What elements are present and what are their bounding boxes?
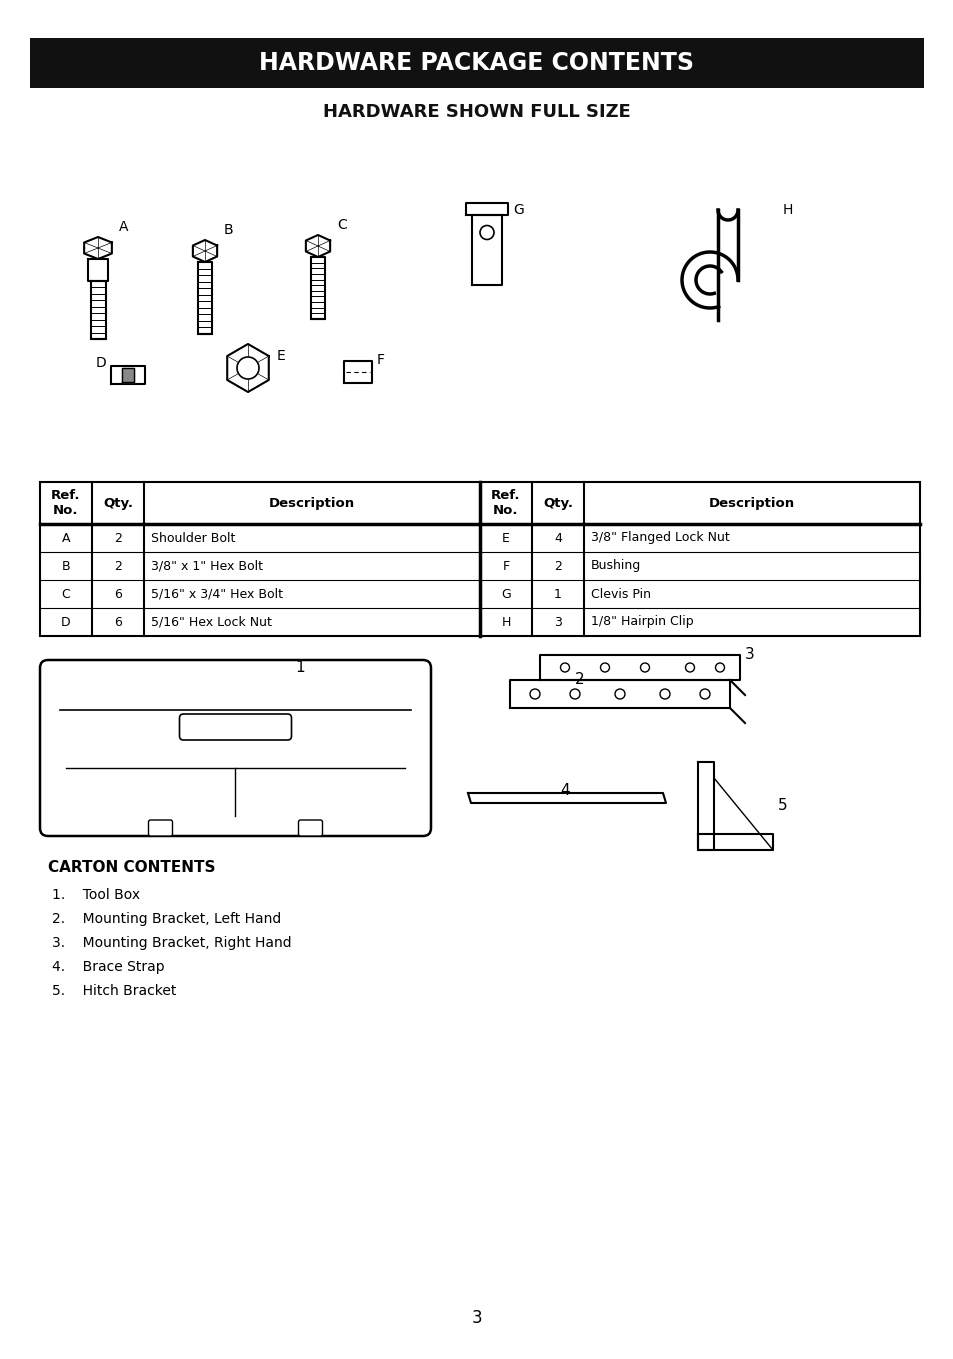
Text: A: A bbox=[62, 531, 71, 545]
Circle shape bbox=[479, 226, 494, 239]
Circle shape bbox=[560, 663, 569, 671]
Text: 5.    Hitch Bracket: 5. Hitch Bracket bbox=[52, 984, 176, 998]
FancyBboxPatch shape bbox=[298, 819, 322, 836]
Bar bbox=[40, 482, 919, 636]
Polygon shape bbox=[121, 368, 134, 382]
Text: E: E bbox=[276, 349, 286, 363]
Polygon shape bbox=[472, 215, 501, 285]
Text: F: F bbox=[376, 353, 385, 367]
Text: 3/8" Flanged Lock Nut: 3/8" Flanged Lock Nut bbox=[590, 531, 729, 545]
Text: F: F bbox=[502, 560, 509, 572]
Bar bbox=[30, 38, 923, 88]
Text: G: G bbox=[500, 587, 511, 601]
Text: B: B bbox=[224, 223, 233, 236]
Text: 5/16" Hex Lock Nut: 5/16" Hex Lock Nut bbox=[151, 616, 272, 628]
Text: 4: 4 bbox=[560, 783, 570, 798]
Text: Description: Description bbox=[269, 496, 355, 510]
Text: 4.    Brace Strap: 4. Brace Strap bbox=[52, 959, 165, 974]
Text: 2: 2 bbox=[114, 531, 122, 545]
Polygon shape bbox=[344, 361, 372, 383]
Polygon shape bbox=[465, 202, 507, 215]
Polygon shape bbox=[468, 794, 665, 803]
Text: Ref.
No.: Ref. No. bbox=[51, 489, 81, 516]
Polygon shape bbox=[311, 257, 325, 319]
Text: 3: 3 bbox=[471, 1309, 482, 1326]
Circle shape bbox=[659, 689, 669, 699]
Text: C: C bbox=[62, 587, 71, 601]
Circle shape bbox=[715, 663, 723, 671]
Text: 2.    Mounting Bracket, Left Hand: 2. Mounting Bracket, Left Hand bbox=[52, 912, 281, 925]
Text: B: B bbox=[62, 560, 71, 572]
Polygon shape bbox=[91, 281, 106, 338]
Text: A: A bbox=[119, 220, 129, 234]
Text: HARDWARE PACKAGE CONTENTS: HARDWARE PACKAGE CONTENTS bbox=[259, 52, 694, 75]
Polygon shape bbox=[698, 762, 713, 849]
Polygon shape bbox=[698, 834, 772, 849]
Text: 6: 6 bbox=[114, 587, 122, 601]
Text: HARDWARE SHOWN FULL SIZE: HARDWARE SHOWN FULL SIZE bbox=[323, 103, 630, 121]
Circle shape bbox=[530, 689, 539, 699]
Text: Description: Description bbox=[708, 496, 794, 510]
Polygon shape bbox=[539, 655, 740, 680]
Text: 3: 3 bbox=[554, 616, 561, 628]
Text: 5: 5 bbox=[778, 799, 787, 814]
Polygon shape bbox=[88, 260, 108, 281]
Text: 1: 1 bbox=[554, 587, 561, 601]
Polygon shape bbox=[84, 236, 112, 260]
Text: 5/16" x 3/4" Hex Bolt: 5/16" x 3/4" Hex Bolt bbox=[151, 587, 283, 601]
Text: 1/8" Hairpin Clip: 1/8" Hairpin Clip bbox=[590, 616, 693, 628]
Circle shape bbox=[615, 689, 624, 699]
Text: H: H bbox=[500, 616, 510, 628]
Text: 3/8" x 1" Hex Bolt: 3/8" x 1" Hex Bolt bbox=[151, 560, 263, 572]
Text: Shoulder Bolt: Shoulder Bolt bbox=[151, 531, 235, 545]
Circle shape bbox=[569, 689, 579, 699]
Polygon shape bbox=[111, 366, 145, 385]
Text: Qty.: Qty. bbox=[542, 496, 573, 510]
Text: D: D bbox=[61, 616, 71, 628]
Polygon shape bbox=[510, 680, 729, 708]
Text: 2: 2 bbox=[554, 560, 561, 572]
Circle shape bbox=[639, 663, 649, 671]
Text: E: E bbox=[501, 531, 510, 545]
Text: Clevis Pin: Clevis Pin bbox=[590, 587, 650, 601]
Circle shape bbox=[685, 663, 694, 671]
Polygon shape bbox=[198, 262, 212, 334]
Text: C: C bbox=[336, 217, 346, 232]
Polygon shape bbox=[306, 235, 330, 257]
Circle shape bbox=[700, 689, 709, 699]
FancyBboxPatch shape bbox=[40, 660, 431, 836]
Text: 2: 2 bbox=[114, 560, 122, 572]
Text: G: G bbox=[513, 202, 523, 217]
Polygon shape bbox=[227, 344, 269, 391]
Text: H: H bbox=[782, 202, 793, 217]
Text: D: D bbox=[95, 356, 106, 370]
FancyBboxPatch shape bbox=[179, 713, 292, 741]
Text: Ref.
No.: Ref. No. bbox=[491, 489, 520, 516]
Text: CARTON CONTENTS: CARTON CONTENTS bbox=[48, 860, 215, 875]
FancyBboxPatch shape bbox=[149, 819, 172, 836]
Text: Bushing: Bushing bbox=[590, 560, 640, 572]
Text: 1.    Tool Box: 1. Tool Box bbox=[52, 887, 140, 902]
Text: 4: 4 bbox=[554, 531, 561, 545]
Circle shape bbox=[236, 357, 258, 379]
Polygon shape bbox=[193, 241, 217, 262]
Text: 3.    Mounting Bracket, Right Hand: 3. Mounting Bracket, Right Hand bbox=[52, 936, 292, 950]
Text: Qty.: Qty. bbox=[103, 496, 132, 510]
Text: 1: 1 bbox=[295, 660, 305, 675]
Circle shape bbox=[599, 663, 609, 671]
Text: 3: 3 bbox=[744, 647, 754, 662]
Text: 6: 6 bbox=[114, 616, 122, 628]
Text: 2: 2 bbox=[575, 671, 584, 688]
